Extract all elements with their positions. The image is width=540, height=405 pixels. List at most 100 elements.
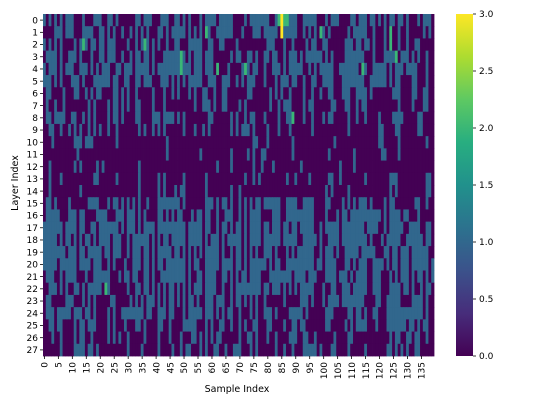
heatmap-cell <box>121 221 125 235</box>
heatmap-cell <box>302 99 306 113</box>
heatmap-cell <box>272 331 276 345</box>
heatmap-cell <box>221 99 225 113</box>
heatmap-cell <box>277 75 281 88</box>
heatmap-cell <box>204 50 209 64</box>
heatmap-cell <box>411 148 415 161</box>
heatmap-cell <box>269 172 273 186</box>
heatmap-cell <box>431 148 435 161</box>
heatmap-cell <box>76 258 80 271</box>
heatmap-cell <box>316 62 320 76</box>
heatmap-cell <box>386 319 390 332</box>
heatmap-cell <box>364 233 368 247</box>
heatmap-cell <box>403 50 407 64</box>
heatmap-cell <box>121 319 125 332</box>
heatmap-cell <box>408 123 413 137</box>
heatmap-cell <box>347 62 351 76</box>
heatmap-cell <box>389 160 393 174</box>
heatmap-cell <box>146 123 150 137</box>
heatmap-cell <box>353 307 357 320</box>
heatmap-cell <box>361 50 365 64</box>
heatmap-cell <box>299 343 304 357</box>
heatmap-cell <box>221 123 225 137</box>
heatmap-cell <box>199 258 203 271</box>
heatmap-cell <box>143 209 147 223</box>
heatmap-cell <box>389 233 393 247</box>
heatmap-cell <box>121 26 125 39</box>
heatmap-cell <box>171 319 175 332</box>
heatmap-cell <box>249 99 253 113</box>
heatmap-cell <box>417 331 421 345</box>
heatmap-cell <box>336 331 340 345</box>
heatmap-cell <box>227 185 231 198</box>
heatmap-cell <box>210 50 214 64</box>
heatmap-cell <box>375 233 379 247</box>
heatmap-cell <box>149 75 153 88</box>
heatmap-cell <box>207 270 211 284</box>
heatmap-cell <box>414 136 418 149</box>
heatmap-cell <box>68 62 72 76</box>
heatmap-cell <box>272 62 276 76</box>
heatmap-cell <box>238 87 242 100</box>
heatmap-cell <box>235 258 239 271</box>
heatmap-cell <box>422 343 427 357</box>
heatmap-cell <box>51 270 55 284</box>
heatmap-cell <box>431 197 435 210</box>
heatmap-cell <box>96 233 100 247</box>
heatmap-cell <box>327 136 332 149</box>
y-tick-label: 21 <box>27 273 38 283</box>
heatmap-cell <box>204 319 209 332</box>
heatmap-cell <box>339 14 343 27</box>
heatmap-cell <box>68 319 72 332</box>
heatmap-cell <box>51 172 55 186</box>
heatmap-cell <box>196 282 200 296</box>
heatmap-cell <box>425 136 429 149</box>
heatmap-cell <box>232 136 237 149</box>
heatmap-cell <box>344 197 348 210</box>
heatmap-cell <box>207 50 211 64</box>
heatmap-cell <box>260 270 265 284</box>
heatmap-cell <box>339 136 343 149</box>
heatmap-cell <box>428 75 432 88</box>
heatmap-cell <box>168 282 172 296</box>
heatmap-cell <box>70 50 75 64</box>
heatmap-cell <box>227 246 231 259</box>
heatmap-cell <box>87 123 91 137</box>
heatmap-cell <box>280 50 284 64</box>
heatmap-cell <box>135 26 139 39</box>
heatmap-cell <box>112 197 117 210</box>
heatmap-cell <box>90 148 94 161</box>
heatmap-cell <box>417 160 421 174</box>
heatmap-cell <box>366 282 371 296</box>
heatmap-cell <box>143 185 147 198</box>
heatmap-cell <box>177 185 181 198</box>
heatmap-cell <box>182 209 186 223</box>
heatmap-cell <box>258 221 262 235</box>
heatmap-cell <box>408 26 413 39</box>
heatmap-cell <box>339 197 343 210</box>
heatmap-cell <box>48 111 52 125</box>
heatmap-cell <box>358 136 362 149</box>
heatmap-cell <box>339 246 343 259</box>
heatmap-cell <box>272 258 276 271</box>
heatmap-cell <box>235 62 239 76</box>
heatmap-cell <box>406 343 410 357</box>
heatmap-cell <box>96 62 100 76</box>
heatmap-cell <box>355 209 359 223</box>
heatmap-cell <box>400 62 404 76</box>
heatmap-cell <box>244 50 248 64</box>
heatmap-cell <box>210 282 214 296</box>
heatmap-cell <box>297 87 301 100</box>
heatmap-cell <box>269 197 273 210</box>
heatmap-cell <box>235 209 239 223</box>
heatmap-cell <box>171 197 175 210</box>
heatmap-cell <box>182 87 186 100</box>
heatmap-cell <box>93 75 97 88</box>
heatmap-cell <box>216 14 220 27</box>
heatmap-cell <box>269 209 273 223</box>
heatmap-cell <box>59 111 63 125</box>
heatmap-cell <box>115 160 119 174</box>
heatmap-cell <box>227 87 231 100</box>
heatmap-cell <box>375 197 379 210</box>
heatmap-cell <box>244 221 248 235</box>
heatmap-cell <box>110 233 114 247</box>
